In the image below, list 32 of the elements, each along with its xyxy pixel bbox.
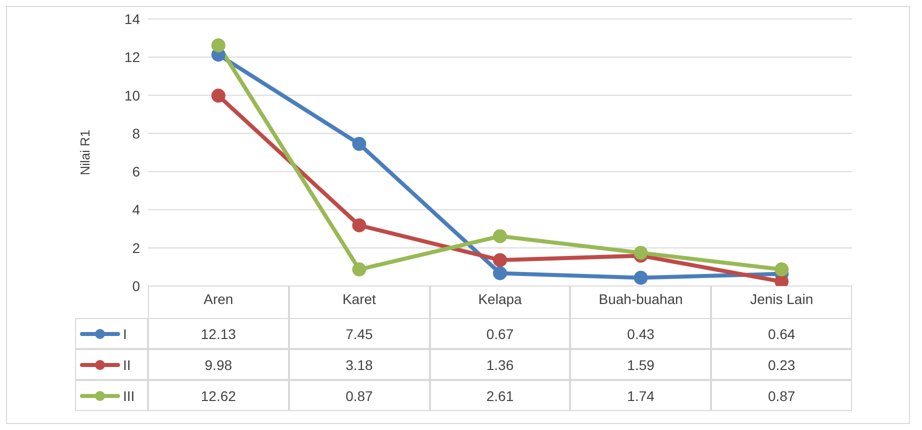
data-label: 1.36 (430, 349, 570, 380)
data-label: 0.23 (711, 349, 852, 380)
data-label: 0.64 (711, 318, 852, 349)
x-tick-label: Buah-buahan (598, 290, 683, 307)
data-label: 9.98 (148, 349, 289, 380)
data-label: 12.62 (148, 380, 289, 411)
y-tick-label: 14 (124, 10, 140, 27)
x-tick-label: Jenis Lain (750, 290, 814, 307)
x-tick-label: Karet (342, 290, 376, 307)
y-tick-label: 6 (132, 164, 140, 180)
y-tick-label: 0 (132, 278, 140, 294)
data-label: 0.67 (430, 318, 570, 349)
x-tick-label: Kelapa (478, 290, 522, 307)
x-tick-label: Aren (204, 290, 234, 307)
data-label: 0.43 (570, 318, 712, 349)
data-label: 2.61 (430, 380, 570, 411)
data-label: 0.87 (711, 380, 852, 411)
legend-label: III (123, 388, 135, 404)
y-tick-label: 4 (132, 202, 140, 218)
data-label: 3.18 (288, 349, 430, 380)
y-axis-title: Nilai R1 (78, 130, 93, 176)
y-tick-label: 2 (132, 240, 140, 256)
data-label: 1.74 (570, 380, 712, 411)
legend-label: I (123, 326, 127, 342)
y-tick-label: 10 (124, 87, 140, 104)
data-label: 1.59 (570, 349, 712, 380)
y-tick-label: 12 (124, 49, 140, 66)
data-label: 0.87 (288, 380, 430, 411)
y-tick-label: 8 (132, 125, 140, 142)
legend-label: II (123, 356, 131, 372)
data-label: 7.45 (288, 318, 430, 349)
data-label: 12.13 (148, 318, 289, 349)
